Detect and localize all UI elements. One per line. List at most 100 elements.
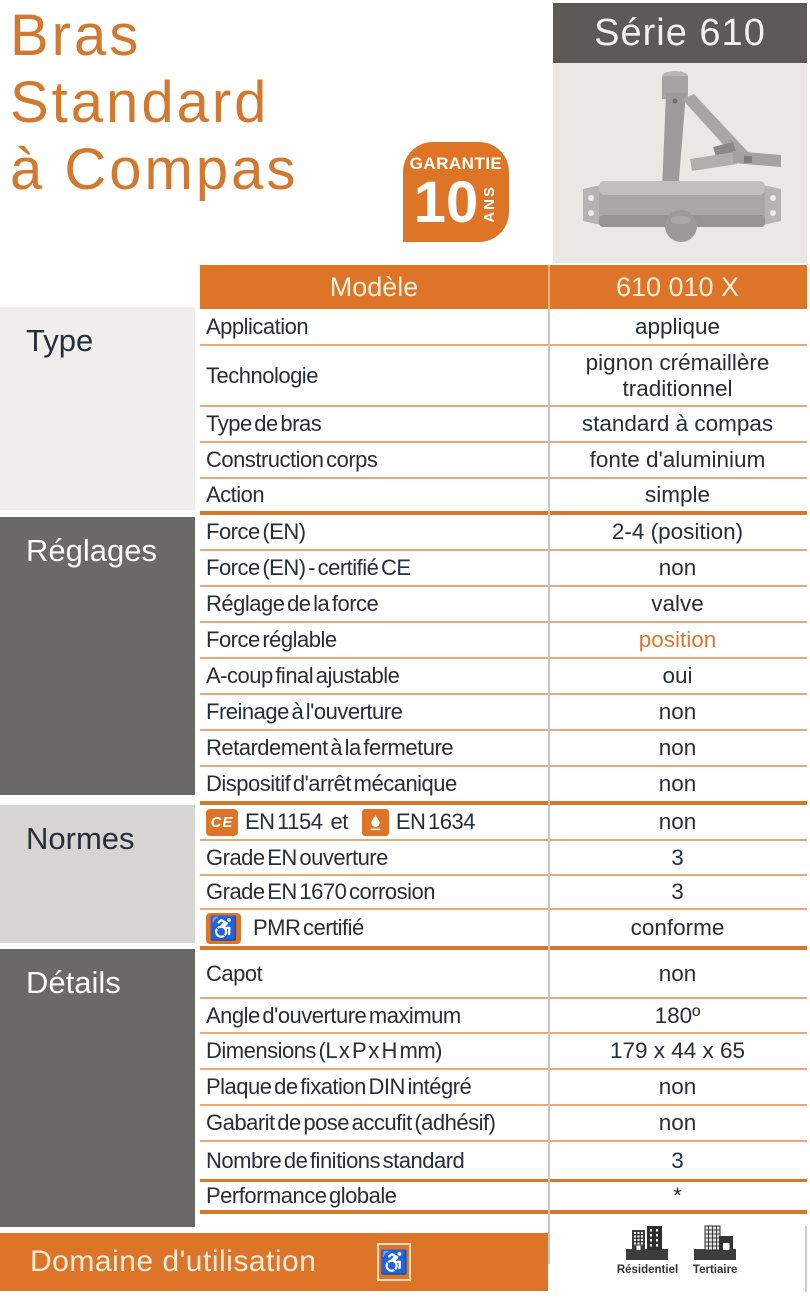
row-label: Angle d'ouverture maximum — [206, 1002, 461, 1028]
row-label: Capot — [206, 960, 263, 986]
guarantee-label: GARANTIE — [409, 154, 503, 173]
table-row: Force (EN) - certifié CE non — [200, 551, 807, 587]
usage-residential: Résidentiel — [617, 1224, 678, 1294]
row-label: Freinage à l'ouverture — [206, 699, 403, 724]
row-value: 3 — [671, 844, 684, 870]
row-value: standard à compas — [581, 411, 774, 437]
row-label: ♿ PMR certifié — [200, 910, 548, 946]
usage-domain-title: Domaine d'utilisation — [30, 1245, 317, 1278]
usage-label: Tertiaire — [692, 1264, 738, 1276]
section-label-text: Type — [26, 323, 94, 358]
row-value: valve — [651, 591, 704, 617]
title-line-3: à Compas — [10, 137, 299, 202]
row-label: Grade EN ouverture — [206, 844, 388, 870]
row-value: oui — [662, 663, 693, 689]
row-value: non — [658, 960, 697, 986]
table-row-norms: CE EN 1154 et EN 1634 non — [200, 805, 807, 841]
ce-mark-icon: CE — [206, 808, 238, 836]
row-value: 3 — [671, 879, 684, 905]
table-row: Grade EN 1670 corrosion 3 — [200, 876, 807, 910]
section-label-text: Détails — [26, 965, 121, 1000]
row-label: Retardement à la fermeture — [206, 735, 454, 760]
table-row: Nombre de finitions standard 3 — [200, 1142, 807, 1182]
row-label: Dimensions (L x P x H mm) — [206, 1038, 443, 1063]
guarantee-badge: GARANTIE 10 ANS — [403, 142, 509, 242]
table-body: Application applique Technologie pignon … — [200, 309, 807, 1214]
product-image — [553, 63, 807, 263]
table-row: Grade EN ouverture 3 — [200, 841, 807, 876]
table-row: Force (EN) 2-4 (position) — [200, 515, 807, 551]
row-label: Application — [206, 313, 309, 339]
row-value: non — [658, 771, 697, 797]
title-line-2: Standard — [10, 70, 270, 135]
table-column-divider — [548, 309, 550, 1214]
title-line-1: Bras — [10, 3, 142, 68]
row-label: Gabarit de pose accufit (adhésif) — [206, 1110, 496, 1135]
row-value: 179 x 44 x 65 — [609, 1038, 746, 1064]
norm-conjunction: et — [330, 809, 348, 834]
table-row-pmr: ♿ PMR certifié conforme — [200, 910, 807, 950]
row-value: 3 — [671, 1147, 684, 1173]
table-row: Construction corps fonte d'aluminium — [200, 443, 807, 479]
row-value: non — [658, 1110, 697, 1136]
table-row: Type de bras standard à compas — [200, 407, 807, 443]
section-label-type: Type — [0, 307, 195, 510]
table-row: Freinage à l'ouverture non — [200, 695, 807, 731]
table-row: Plaque de fixation DIN intégré non — [200, 1070, 807, 1106]
spec-table: Modèle 610 010 X Application applique Te… — [200, 265, 807, 1214]
row-label: Performance globale — [206, 1183, 397, 1208]
wheelchair-outline-icon: ♿ — [377, 1243, 411, 1281]
row-value: non — [658, 809, 697, 835]
row-label: A-coup final ajustable — [206, 663, 400, 688]
section-label-reglages: Réglages — [0, 517, 195, 795]
row-label: Construction corps — [206, 447, 378, 472]
row-value: non — [658, 699, 697, 725]
table-row: Action simple — [200, 479, 807, 515]
row-value: applique — [634, 313, 721, 339]
table-row: Technologie pignon crémaillère tradition… — [200, 346, 807, 407]
guarantee-years-unit: ANS — [481, 185, 499, 223]
table-row: Angle d'ouverture maximum 180º — [200, 999, 807, 1034]
row-label: Réglage de la force — [206, 591, 379, 616]
row-label: Force (EN) - certifié CE — [206, 555, 411, 580]
row-value: conforme — [630, 915, 725, 941]
row-value-highlighted: position — [638, 627, 717, 653]
row-value: * — [673, 1183, 682, 1209]
header-column-divider — [548, 265, 550, 309]
usage-tertiary: Tertiaire — [692, 1224, 738, 1294]
row-label: Force (EN) — [206, 519, 306, 544]
row-value: fonte d'aluminium — [589, 447, 766, 473]
fire-icon — [361, 808, 389, 836]
row-label: Plaque de fixation DIN intégré — [206, 1074, 472, 1099]
page-right-edge-line — [805, 1226, 807, 1292]
usage-domain-bar: Domaine d'utilisation ♿ — [0, 1233, 548, 1291]
row-label: Dispositif d'arrêt mécanique — [206, 771, 457, 796]
pmr-label: PMR certifié — [253, 915, 364, 940]
row-label: Technologie — [206, 362, 318, 388]
table-row: Dimensions (L x P x H mm) 179 x 44 x 65 — [200, 1034, 807, 1070]
row-label: Force réglable — [206, 627, 337, 652]
usage-label: Résidentiel — [616, 1264, 679, 1276]
row-value: non — [658, 555, 697, 581]
table-row: Force réglable position — [200, 623, 807, 659]
table-row: A-coup final ajustable oui — [200, 659, 807, 695]
residential-building-icon — [626, 1226, 669, 1260]
guarantee-years: 10 — [413, 170, 479, 235]
table-row: Réglage de la force valve — [200, 587, 807, 623]
product-panel: Série 610 — [553, 3, 807, 263]
section-label-normes: Normes — [0, 805, 195, 943]
row-value-text: pignon crémaillère traditionnel — [585, 350, 770, 401]
row-value: pignon crémaillère traditionnel — [548, 346, 807, 405]
row-value: 2-4 (position) — [611, 519, 744, 545]
section-label-text: Normes — [26, 821, 135, 856]
section-label-details: Détails — [0, 949, 195, 1227]
norm-en1634-label: EN 1634 — [395, 809, 476, 834]
wheelchair-icon: ♿ — [206, 912, 241, 944]
row-value: 180º — [654, 1002, 701, 1028]
table-row: Gabarit de pose accufit (adhésif) non — [200, 1106, 807, 1142]
table-row: Dispositif d'arrêt mécanique non — [200, 767, 807, 805]
row-value: simple — [644, 482, 711, 508]
table-header: Modèle 610 010 X — [200, 265, 807, 309]
row-value: non — [658, 1074, 697, 1100]
